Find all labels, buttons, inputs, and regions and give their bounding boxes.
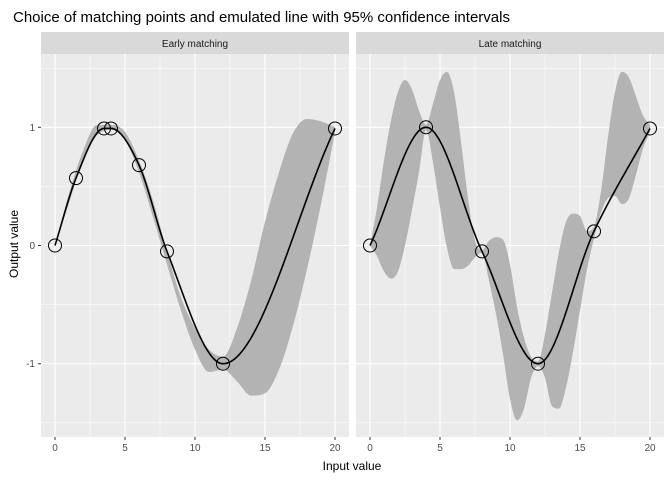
x-tick-label: 0 (52, 443, 58, 454)
x-axis-title: Input value (323, 459, 382, 473)
y-tick-label: 0 (29, 241, 35, 252)
emulated-line (369, 126, 651, 365)
facet-strip-label: Early matching (162, 39, 228, 50)
matching-point (363, 238, 377, 253)
confidence-ribbon (370, 71, 650, 421)
y-axis-title: Output value (7, 210, 21, 278)
facet-strip-label: Late matching (479, 39, 542, 50)
y-tick-label: -1 (26, 359, 35, 370)
matching-point (69, 171, 83, 186)
matching-point (97, 121, 111, 136)
x-tick-label: 5 (437, 443, 443, 454)
panels-layer: Early matching 0 5 10 15 20 -1 0 1 Late matching 0… (26, 32, 664, 454)
x-tick-label: 10 (504, 443, 516, 454)
facet-strip (41, 32, 349, 54)
matching-point (132, 158, 146, 173)
emulated-line (54, 127, 336, 365)
panel-late: Late matching 0 5 10 15 20 (356, 32, 664, 454)
confidence-ribbon (55, 119, 335, 396)
x-tick-label: 20 (329, 443, 341, 454)
x-tick-label: 20 (644, 443, 656, 454)
matching-point (419, 120, 433, 135)
x-tick-label: 5 (122, 443, 128, 454)
chart-title: Choice of matching points and emulated l… (13, 9, 510, 26)
y-tick-label: 1 (29, 123, 35, 134)
matching-point (643, 121, 657, 136)
x-tick-label: 15 (259, 443, 271, 454)
matching-point (104, 121, 118, 136)
matching-point (475, 244, 489, 259)
panel-early: Early matching 0 5 10 15 20 -1 0 1 (26, 32, 349, 454)
matching-point (587, 224, 601, 239)
facet-strip (356, 32, 664, 54)
matching-point (328, 121, 342, 136)
x-tick-label: 10 (189, 443, 201, 454)
matching-point (160, 244, 174, 259)
matching-point (48, 238, 62, 253)
matching-point (216, 356, 230, 371)
x-tick-label: 15 (574, 443, 586, 454)
matching-point (531, 356, 545, 371)
x-tick-label: 0 (367, 443, 373, 454)
